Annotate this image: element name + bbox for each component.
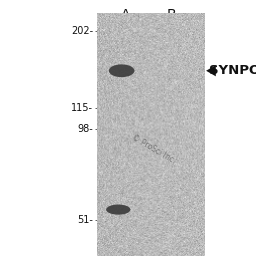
Text: 202-: 202- <box>71 26 93 36</box>
Text: B: B <box>167 8 176 22</box>
Text: 98-: 98- <box>78 124 93 135</box>
Text: 51-: 51- <box>78 215 93 225</box>
Text: A: A <box>121 8 130 22</box>
Text: SYNPO2: SYNPO2 <box>209 64 256 77</box>
Polygon shape <box>206 65 216 76</box>
Text: 115-: 115- <box>71 103 93 113</box>
Ellipse shape <box>109 64 134 77</box>
Ellipse shape <box>106 205 131 215</box>
Text: © ProSci Inc.: © ProSci Inc. <box>130 133 177 166</box>
